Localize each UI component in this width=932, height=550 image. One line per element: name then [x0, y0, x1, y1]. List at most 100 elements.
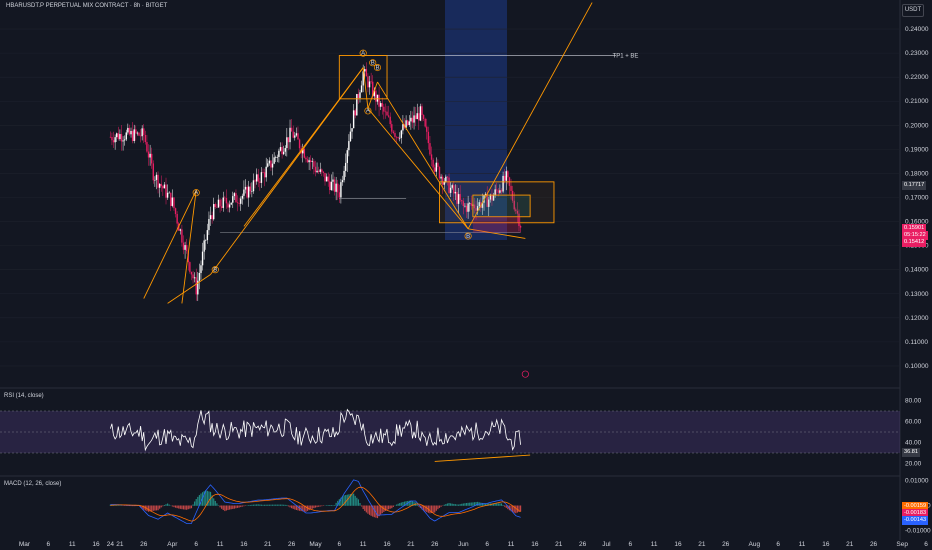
top-box[interactable] [338, 55, 388, 100]
macd-histogram-bar [405, 501, 407, 506]
candle-body [440, 176, 442, 179]
pattern-line[interactable] [167, 283, 197, 304]
time-axis[interactable]: 24 Mar 6 11 16 21 26 Apr 6 11 16 21 26 May 6 11 16 21 26 Ju… [19, 541, 928, 548]
low-price-tag: 0.15412 [902, 238, 927, 247]
candle-body [435, 162, 438, 172]
macd-histogram-bar [179, 505, 181, 509]
macd-histogram-bar [464, 503, 466, 506]
candle-body [138, 132, 140, 136]
rsi-pane[interactable]: 80.00 60.00 40.00 20.00 [0, 398, 922, 468]
macd-histogram-bar [512, 505, 514, 512]
pattern-line[interactable] [243, 67, 364, 227]
pattern-line[interactable] [468, 228, 526, 239]
macd-histogram-bar [499, 503, 501, 506]
candle-body [109, 136, 112, 138]
macd-histogram-bar [435, 505, 437, 511]
candle-body [337, 183, 339, 193]
candle-body [451, 185, 453, 188]
price-axis[interactable]: 0.24000 0.23000 0.22000 0.21000 0.20000 0.190… [905, 26, 929, 370]
price-tick-label: 0.23000 [905, 50, 929, 57]
candle-body [457, 194, 460, 204]
rsi-title[interactable]: RSI (14, close) [4, 393, 44, 399]
event-marker[interactable] [521, 370, 529, 378]
entry-box[interactable] [439, 181, 555, 224]
candle-body [232, 196, 234, 203]
macd-line[interactable] [110, 479, 521, 524]
candle-body [117, 133, 120, 140]
macd-histogram-bar [236, 505, 239, 508]
pattern-line[interactable] [362, 67, 369, 109]
symbol-title[interactable]: HBARUSDT.P PERPETUAL MIX CONTRACT · 8h ·… [6, 3, 168, 9]
candle-body [249, 186, 251, 192]
time-tick-label: 21 [407, 541, 415, 548]
wave-label-circle [192, 189, 200, 197]
candle-body [114, 137, 116, 143]
candle-body [131, 130, 134, 142]
macd-histogram-bar [408, 500, 410, 506]
candle-body [303, 148, 306, 158]
rsi-divergence-line[interactable] [434, 454, 531, 462]
candle-body [343, 170, 345, 181]
candle-body [289, 127, 291, 143]
signal-line[interactable] [110, 486, 521, 522]
candle-body [119, 134, 121, 140]
candle-body [418, 113, 420, 121]
candle-body [327, 176, 329, 182]
pattern-line[interactable] [181, 190, 197, 304]
candle-body [294, 135, 296, 138]
rsi-line[interactable] [110, 408, 521, 452]
pattern-line[interactable] [467, 2, 593, 230]
macd-histogram-bar [295, 505, 297, 511]
macd-histogram-bar [235, 505, 237, 509]
macd-histogram-bar [341, 496, 344, 506]
candle-body [224, 197, 226, 199]
currency-badge[interactable]: USDT [902, 4, 924, 17]
candles [109, 62, 522, 301]
candle-body [271, 163, 274, 168]
candle-body [205, 240, 207, 241]
inner-box[interactable] [472, 194, 531, 218]
candle-body [515, 209, 517, 211]
pattern-line[interactable] [195, 274, 211, 285]
candle-body [176, 214, 178, 224]
candle-body [254, 180, 256, 182]
macd-histogram-bar [284, 504, 286, 506]
macd-histogram-bar [426, 505, 428, 513]
candle-body [151, 153, 153, 164]
candle-body [430, 154, 433, 160]
candle-body [364, 69, 366, 72]
candle-body [128, 127, 131, 135]
pattern-line[interactable] [143, 190, 197, 299]
candle-body [246, 186, 248, 198]
macd-histogram-bar [496, 503, 498, 506]
pattern-line[interactable] [367, 108, 469, 230]
macd-histogram-bar [461, 503, 463, 506]
macd-histogram-bar [326, 505, 328, 506]
price-tick-label: 0.20000 [905, 122, 929, 129]
macd-histogram-bar [518, 505, 520, 513]
candle-body [322, 171, 325, 173]
candle-body [200, 265, 202, 273]
macd-title[interactable]: MACD (12, 26, close) [4, 481, 62, 487]
macd-histogram-bar [286, 504, 288, 506]
macd-histogram-bar [176, 505, 178, 509]
candle-body [486, 193, 488, 207]
candle-body [130, 130, 132, 135]
macd-histogram-bar [356, 497, 358, 506]
candle-body [184, 245, 186, 250]
candle-body [325, 176, 328, 182]
candle-body [165, 184, 167, 198]
pattern-line[interactable] [367, 81, 378, 109]
pattern-line[interactable] [377, 81, 469, 230]
candle-body [257, 174, 259, 182]
macd-histogram-bar [395, 504, 398, 506]
macd-histogram-bar [160, 505, 162, 508]
wave-label-text: B [371, 61, 375, 67]
macd-histogram-bar [149, 505, 151, 512]
macd-histogram-bar [229, 505, 231, 510]
macd-histogram-bar [130, 505, 132, 507]
macd-histogram-bar [397, 503, 399, 506]
